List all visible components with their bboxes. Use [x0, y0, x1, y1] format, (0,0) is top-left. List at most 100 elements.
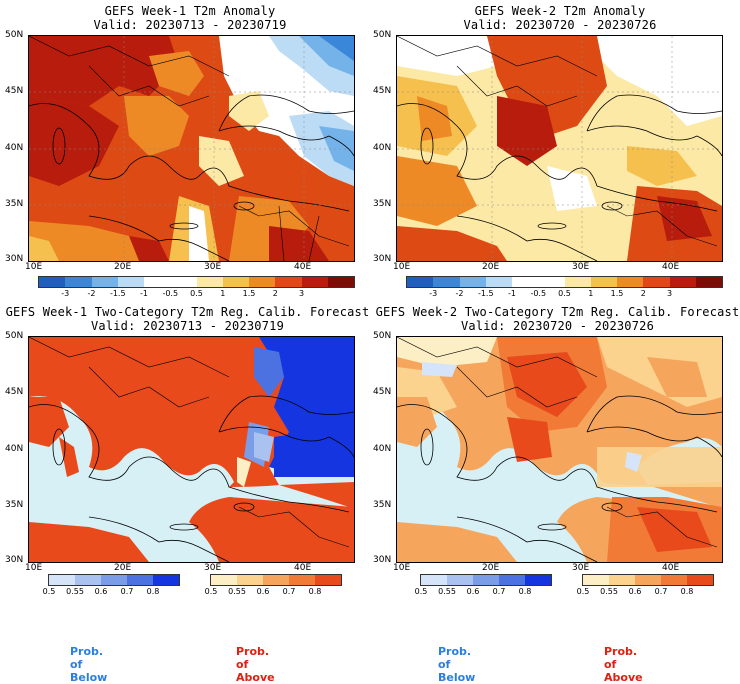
colorbar-swatch: [101, 575, 127, 585]
panel-valid-dates: Valid: 20230720 - 20230726: [460, 319, 655, 333]
colorbar-swatch: [512, 277, 539, 287]
colorbar-tick-label: 0.8: [308, 587, 322, 596]
colorbar-swatch: [407, 277, 434, 287]
colorbar-swatch: [117, 277, 144, 287]
lon-label: 40E: [294, 262, 312, 272]
colorbar-swatch: [643, 277, 670, 287]
colorbar-swatch: [153, 575, 179, 585]
lon-label: 40E: [662, 563, 680, 573]
prob-above-colorbar: [210, 574, 342, 586]
colorbar-swatch: [222, 277, 249, 287]
colorbar-tick-label: -1: [508, 289, 516, 298]
colorbar-swatch: [564, 277, 591, 287]
colorbar-tick-label: -3: [429, 289, 438, 298]
colorbar-tick-label: -1: [140, 289, 148, 298]
colorbar-tick-label: -3: [61, 289, 70, 298]
colorbar-swatch: [211, 575, 237, 585]
prob-below-colorbar: [48, 574, 180, 586]
colorbar-swatch: [39, 277, 66, 287]
colorbar-swatch: [65, 277, 92, 287]
colorbar-swatch: [263, 575, 289, 585]
colorbar-swatch: [433, 277, 460, 287]
lat-label: 45N: [5, 387, 24, 397]
colorbar-swatch: [525, 575, 551, 585]
lat-label: 50N: [5, 30, 24, 40]
colorbar-tick-label: 2: [272, 289, 278, 298]
colorbar-tick-label: -2: [87, 289, 96, 298]
colorbar-tick-label: 1: [220, 289, 226, 298]
colorbar-swatch: [237, 575, 263, 585]
colorbar-swatch: [91, 277, 118, 287]
colorbar-tick-label: -0.5: [162, 289, 179, 298]
colorbar-swatch: [196, 277, 223, 287]
colorbar-swatch: [635, 575, 661, 585]
colorbar-tick-label: 0.5: [576, 587, 590, 596]
prob-below-colorbar: [420, 574, 552, 586]
colorbar-tick-label: 0.55: [600, 587, 618, 596]
lon-label: 30E: [572, 563, 590, 573]
colorbar-swatch: [687, 575, 713, 585]
colorbar-swatch: [617, 277, 644, 287]
prob-below-label: Prob. of Below: [70, 645, 108, 684]
panel-valid-dates: Valid: 20230713 - 20230719: [90, 319, 285, 333]
colorbar-swatch: [275, 277, 302, 287]
lat-label: 40N: [5, 143, 24, 153]
lat-label: 50N: [373, 30, 392, 40]
colorbar-tick-label: 0.6: [94, 587, 108, 596]
lon-label: 10E: [25, 262, 43, 272]
lat-label: 30N: [373, 254, 392, 264]
lat-label: 30N: [5, 555, 24, 565]
colorbar-swatch: [485, 277, 512, 287]
lat-label: 40N: [373, 143, 392, 153]
colorbar-tick-label: 0.8: [680, 587, 694, 596]
colorbar-swatch: [170, 277, 197, 287]
probability-map-week2: [396, 336, 723, 563]
lat-label: 50N: [5, 331, 24, 341]
colorbar-swatch: [289, 575, 315, 585]
lat-label: 45N: [373, 86, 392, 96]
colorbar-tick-label: 0.6: [628, 587, 642, 596]
lon-label: 20E: [482, 262, 500, 272]
colorbar-swatch: [421, 575, 447, 585]
panel-title: GEFS Week-1 Two-Category T2m Reg. Calib.…: [5, 305, 370, 319]
colorbar-tick-label: 0.5: [204, 587, 218, 596]
lat-label: 40N: [5, 444, 24, 454]
colorbar-tick-label: 0.6: [256, 587, 270, 596]
panel-title: GEFS Week-1 T2m Anomaly: [104, 4, 276, 18]
lat-label: 35N: [373, 500, 392, 510]
lat-label: 35N: [373, 199, 392, 209]
colorbar-tick-label: 1.5: [610, 289, 624, 298]
prob-above-label: Prob. of Above: [236, 645, 275, 684]
colorbar-tick-label: 3: [666, 289, 673, 298]
colorbar-swatch: [301, 277, 328, 287]
colorbar-tick-label: 0.8: [518, 587, 532, 596]
lat-label: 45N: [373, 387, 392, 397]
panel-title: GEFS Week-2 T2m Anomaly: [474, 4, 646, 18]
colorbar-tick-label: 1.5: [242, 289, 256, 298]
panel-valid-dates: Valid: 20230713 - 20230719: [93, 18, 287, 32]
prob-above-colorbar: [582, 574, 714, 586]
lon-label: 30E: [204, 262, 222, 272]
colorbar-tick-label: -2: [455, 289, 464, 298]
lat-label: 35N: [5, 199, 24, 209]
lon-label: 20E: [482, 563, 500, 573]
lat-label: 30N: [373, 555, 392, 565]
lat-label: 50N: [373, 331, 392, 341]
lon-label: 10E: [25, 563, 43, 573]
colorbar-swatch: [590, 277, 617, 287]
probability-map-week1: [28, 336, 355, 563]
colorbar-swatch: [499, 575, 525, 585]
colorbar-swatch: [609, 575, 635, 585]
colorbar-tick-label: 1: [588, 289, 594, 298]
colorbar-swatch: [669, 277, 696, 287]
colorbar-tick-label: 0.6: [466, 587, 480, 596]
lat-label: 40N: [373, 444, 392, 454]
colorbar-tick-label: 0.8: [146, 587, 160, 596]
colorbar-tick-label: -1.5: [477, 289, 494, 298]
colorbar-swatch: [459, 277, 486, 287]
colorbar-tick-label: 0.5: [42, 587, 56, 596]
lon-label: 10E: [393, 563, 411, 573]
lat-label: 35N: [5, 500, 24, 510]
colorbar-tick-label: 0.5: [190, 289, 203, 298]
colorbar-swatch: [127, 575, 153, 585]
